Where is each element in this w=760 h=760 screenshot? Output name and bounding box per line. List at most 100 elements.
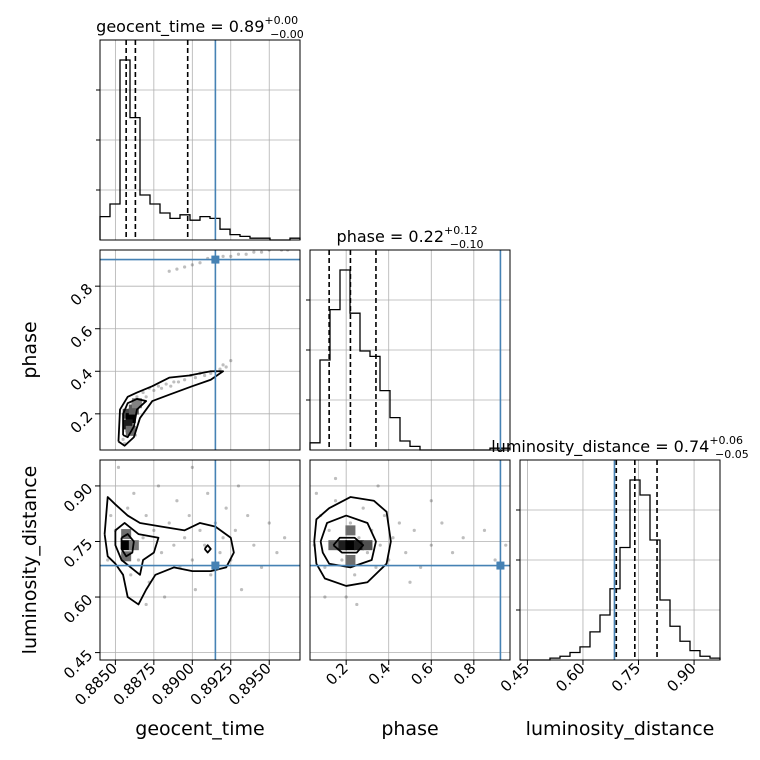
sample-point	[252, 250, 256, 254]
contour-level-1	[122, 398, 148, 439]
sample-point	[348, 521, 353, 525]
panel-title-luminosity_distance: luminosity_distance = 0.74+0.06 −0.05	[491, 434, 749, 461]
sample-point	[361, 506, 365, 510]
sample-point	[175, 267, 179, 271]
contour-level-2	[332, 536, 365, 554]
contour-level-3	[203, 544, 212, 554]
sample-point	[450, 550, 455, 555]
contour-level-2	[120, 533, 135, 558]
y-tick-label: 0.6	[67, 322, 97, 352]
sample-point	[378, 543, 382, 547]
hist-panel-phase: phase = 0.22+0.12 −0.10	[306, 224, 511, 451]
density-cell	[125, 413, 136, 424]
sample-point	[198, 261, 202, 265]
x-tick-label: 0.6	[407, 659, 437, 689]
sample-point	[183, 378, 187, 382]
title-minus: −0.00	[270, 28, 304, 41]
x-tick-label: 0.2	[322, 659, 352, 689]
sample-point	[259, 565, 264, 570]
density-cell	[131, 398, 142, 409]
panel-title-geocent_time: geocent_time = 0.89+0.00 −0.00	[96, 14, 304, 41]
sample-point	[209, 573, 213, 577]
truth-marker	[211, 561, 220, 570]
sample-point	[209, 371, 213, 376]
y-tick-label: 0.75	[60, 535, 96, 571]
panel-content	[310, 460, 510, 660]
contour-level-0	[117, 370, 224, 447]
sample-point	[365, 550, 370, 555]
sample-point	[482, 528, 487, 532]
scatter-panel-geocent_time-phase	[99, 249, 301, 451]
sample-point	[236, 484, 241, 488]
sample-point	[152, 528, 156, 532]
sample-point	[156, 484, 161, 488]
sample-point	[340, 558, 344, 562]
sample-point	[141, 390, 145, 395]
sample-point	[283, 536, 287, 540]
sample-point	[206, 491, 210, 495]
sample-point	[221, 536, 225, 540]
sample-point	[404, 550, 408, 555]
sample-point	[176, 380, 181, 384]
density-cell	[362, 540, 373, 551]
contour-level-0	[313, 496, 392, 587]
sample-point	[169, 384, 173, 388]
x-tick-label: 0.8	[450, 659, 480, 689]
sample-point	[221, 254, 225, 258]
histogram-geocent_time	[99, 59, 301, 241]
sample-point	[229, 359, 233, 363]
sample-point	[246, 513, 250, 518]
scatter-panel-geocent_time-luminosity_distance	[99, 459, 301, 661]
density-cell	[345, 555, 356, 565]
sample-point	[419, 565, 423, 570]
density-cell	[336, 540, 347, 551]
sample-point	[129, 573, 133, 577]
sample-point	[141, 536, 145, 540]
y-axis-label-luminosity_distance: luminosity_distance	[19, 466, 41, 655]
sample-point	[397, 521, 401, 525]
sample-point	[221, 363, 225, 367]
title-main: geocent_time = 0.89	[96, 17, 264, 37]
sample-point	[152, 388, 156, 393]
scatter-panel-phase-luminosity_distance	[309, 459, 511, 661]
sample-point	[323, 595, 327, 599]
sample-point	[244, 252, 248, 256]
sample-point	[190, 558, 194, 562]
sample-point	[224, 365, 228, 369]
sample-point	[132, 491, 136, 495]
density-cell	[345, 525, 356, 536]
sample-point	[461, 536, 465, 540]
sample-point	[267, 521, 271, 525]
density-cell	[122, 419, 133, 430]
sample-point	[193, 376, 197, 380]
sample-point	[183, 536, 187, 540]
y-tick-label: 0.2	[67, 407, 97, 437]
axes-frame	[309, 459, 511, 661]
panel-title-phase: phase = 0.22+0.12 −0.10	[337, 224, 484, 251]
sample-point	[156, 384, 161, 388]
x-axis-label-luminosity_distance: luminosity_distance	[526, 718, 715, 740]
histogram-luminosity_distance	[520, 479, 721, 661]
sample-point	[190, 263, 194, 267]
axes-frame	[519, 459, 721, 661]
sample-point	[109, 513, 113, 518]
axes-frame	[99, 39, 301, 241]
sample-point	[198, 528, 202, 532]
hist-panel-geocent_time: geocent_time = 0.89+0.00 −0.00	[96, 14, 304, 241]
panel-content	[100, 460, 300, 660]
density-cell	[353, 540, 364, 551]
sample-point	[144, 395, 148, 399]
hist-panel-luminosity_distance: luminosity_distance = 0.74+0.06 −0.05	[491, 434, 749, 661]
sample-point	[187, 513, 191, 518]
sample-point	[412, 528, 416, 532]
density-cell	[128, 404, 139, 415]
sample-point	[323, 565, 327, 570]
truth-marker	[211, 255, 220, 264]
x-tick-label: 0.8950	[225, 659, 275, 709]
corner-plot-root: geocent_time = 0.89+0.00 −0.00 phase = 0.2…	[19, 14, 749, 740]
sample-point	[239, 588, 244, 592]
axes-frame	[309, 249, 511, 451]
sample-point	[159, 550, 164, 555]
contour-level-1	[319, 514, 377, 569]
density-cell	[121, 540, 132, 551]
